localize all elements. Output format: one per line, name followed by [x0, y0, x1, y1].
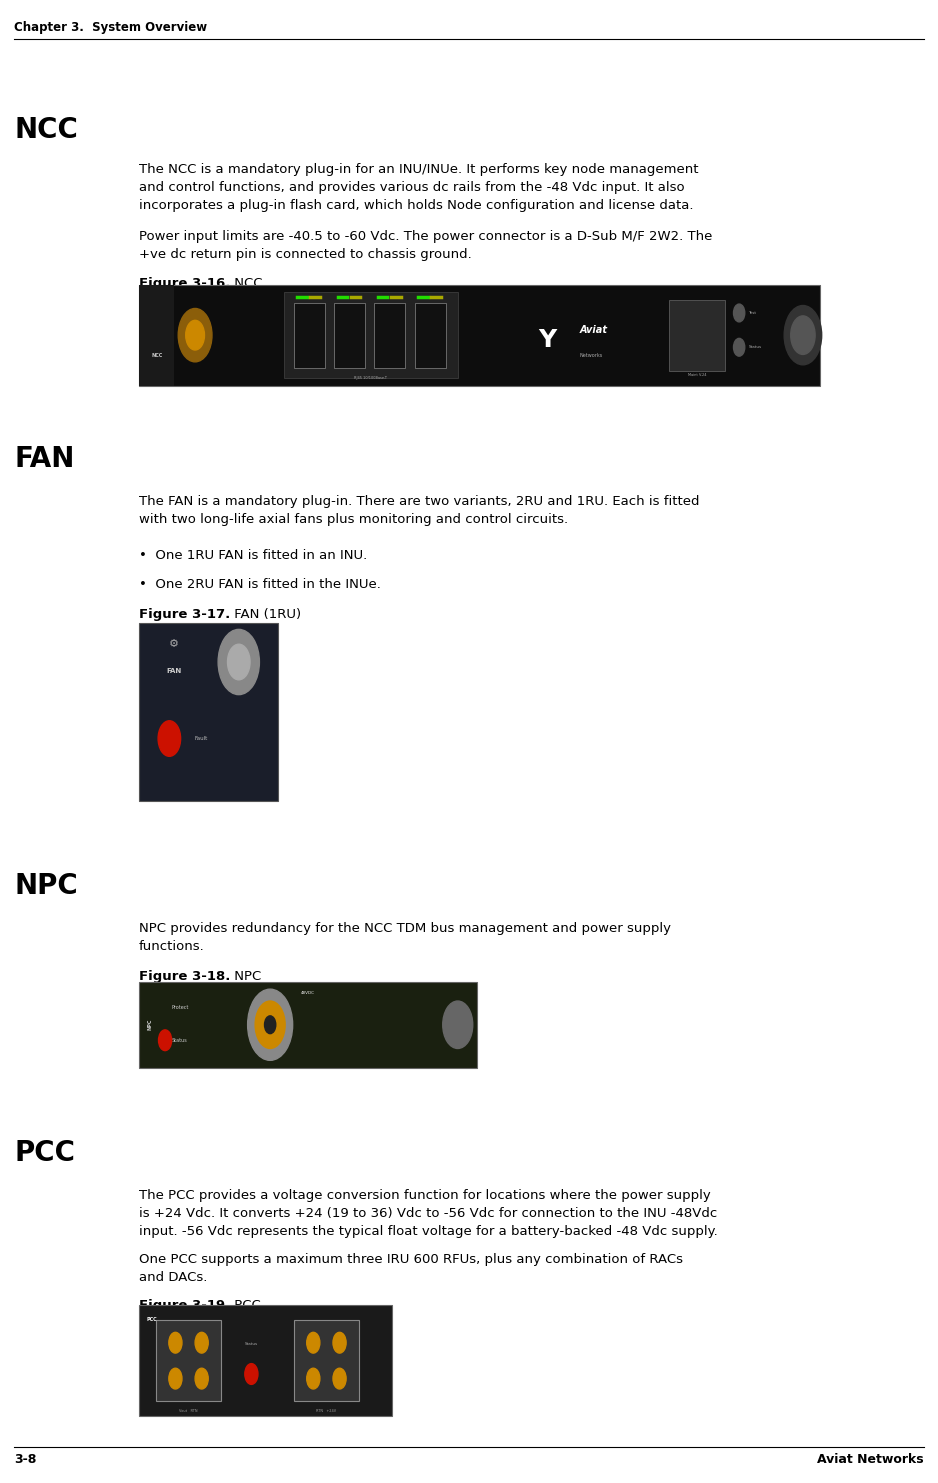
Circle shape [333, 1332, 346, 1352]
Circle shape [178, 308, 212, 362]
Text: Aviat: Aviat [580, 325, 608, 335]
Circle shape [169, 1369, 182, 1390]
Circle shape [219, 629, 260, 694]
Circle shape [195, 1369, 208, 1390]
Bar [139, 285, 820, 386]
Text: Y: Y [537, 328, 556, 351]
Text: NPC: NPC [147, 1019, 153, 1031]
Text: PCC: PCC [14, 1139, 75, 1167]
Text: NCC: NCC [14, 116, 78, 144]
Text: Status: Status [749, 346, 762, 350]
Text: Power input limits are -40.5 to -60 Vdc. The power connector is a D-Sub M/F 2W2.: Power input limits are -40.5 to -60 Vdc.… [139, 230, 712, 261]
Circle shape [265, 1016, 276, 1034]
Circle shape [159, 1029, 172, 1050]
Text: PCC: PCC [146, 1317, 157, 1321]
Bar [334, 303, 365, 368]
Text: ⚙: ⚙ [169, 639, 178, 650]
Circle shape [333, 1369, 346, 1390]
Bar [294, 303, 325, 368]
Text: The NCC is a mandatory plug-in for an INU/INUe. It performs key node management
: The NCC is a mandatory plug-in for an IN… [139, 163, 698, 212]
Text: Test: Test [749, 311, 757, 314]
Circle shape [169, 1332, 182, 1352]
Text: Networks: Networks [580, 353, 603, 357]
Bar [284, 292, 458, 378]
Text: •  One 1RU FAN is fitted in an INU.: • One 1RU FAN is fitted in an INU. [139, 549, 367, 562]
Text: Figure 3-19.: Figure 3-19. [139, 1299, 230, 1312]
Text: NPC: NPC [230, 970, 262, 983]
Text: NPC provides redundancy for the NCC TDM bus management and power supply
function: NPC provides redundancy for the NCC TDM … [139, 922, 671, 954]
Text: The FAN is a mandatory plug-in. There are two variants, 2RU and 1RU. Each is fit: The FAN is a mandatory plug-in. There ar… [139, 495, 700, 526]
Circle shape [307, 1332, 320, 1352]
Bar [374, 303, 405, 368]
Circle shape [248, 989, 293, 1060]
Text: Figure 3-16.: Figure 3-16. [139, 277, 230, 291]
Text: 48VDC: 48VDC [301, 991, 314, 995]
Text: NPC: NPC [14, 872, 78, 900]
Text: The PCC provides a voltage conversion function for locations where the power sup: The PCC provides a voltage conversion fu… [139, 1189, 718, 1238]
Circle shape [784, 305, 822, 365]
Circle shape [307, 1369, 320, 1390]
Text: •  One 2RU FAN is fitted in the INUe.: • One 2RU FAN is fitted in the INUe. [139, 578, 381, 592]
Text: FAN: FAN [166, 667, 181, 673]
Circle shape [734, 304, 745, 322]
Circle shape [734, 338, 745, 356]
Bar [139, 982, 477, 1068]
Text: Maint V.24: Maint V.24 [688, 372, 706, 377]
Circle shape [443, 1001, 473, 1048]
Bar [139, 1305, 392, 1416]
Text: Chapter 3.  System Overview: Chapter 3. System Overview [14, 21, 207, 34]
Text: One PCC supports a maximum three IRU 600 RFUs, plus any combination of RACs
and : One PCC supports a maximum three IRU 600… [139, 1253, 683, 1284]
Circle shape [228, 644, 250, 679]
Text: RJ45 10/100Base-T: RJ45 10/100Base-T [355, 375, 387, 380]
Text: FAN (1RU): FAN (1RU) [230, 608, 301, 621]
Text: NCC: NCC [151, 353, 162, 357]
Bar [669, 300, 725, 371]
Text: NCC: NCC [230, 277, 263, 291]
Circle shape [186, 320, 204, 350]
Text: PCC: PCC [230, 1299, 261, 1312]
Bar [139, 623, 278, 801]
Text: Status: Status [172, 1038, 188, 1043]
Bar [156, 1320, 221, 1401]
Bar [139, 285, 174, 386]
Circle shape [255, 1001, 285, 1048]
Text: Fault: Fault [194, 736, 207, 742]
Text: RTN   +24V: RTN +24V [316, 1409, 337, 1413]
Text: Vout   RTN: Vout RTN [179, 1409, 198, 1413]
Text: FAN: FAN [14, 445, 74, 473]
Bar [294, 1320, 359, 1401]
Text: Protect: Protect [172, 1005, 189, 1010]
Text: Figure 3-17.: Figure 3-17. [139, 608, 230, 621]
Bar [415, 303, 446, 368]
Circle shape [791, 316, 815, 354]
Text: 3-8: 3-8 [14, 1453, 37, 1467]
Text: Aviat Networks: Aviat Networks [817, 1453, 924, 1467]
Circle shape [245, 1364, 258, 1385]
Text: Status: Status [245, 1342, 258, 1347]
Circle shape [159, 721, 181, 756]
Circle shape [195, 1332, 208, 1352]
Text: Figure 3-18.: Figure 3-18. [139, 970, 230, 983]
